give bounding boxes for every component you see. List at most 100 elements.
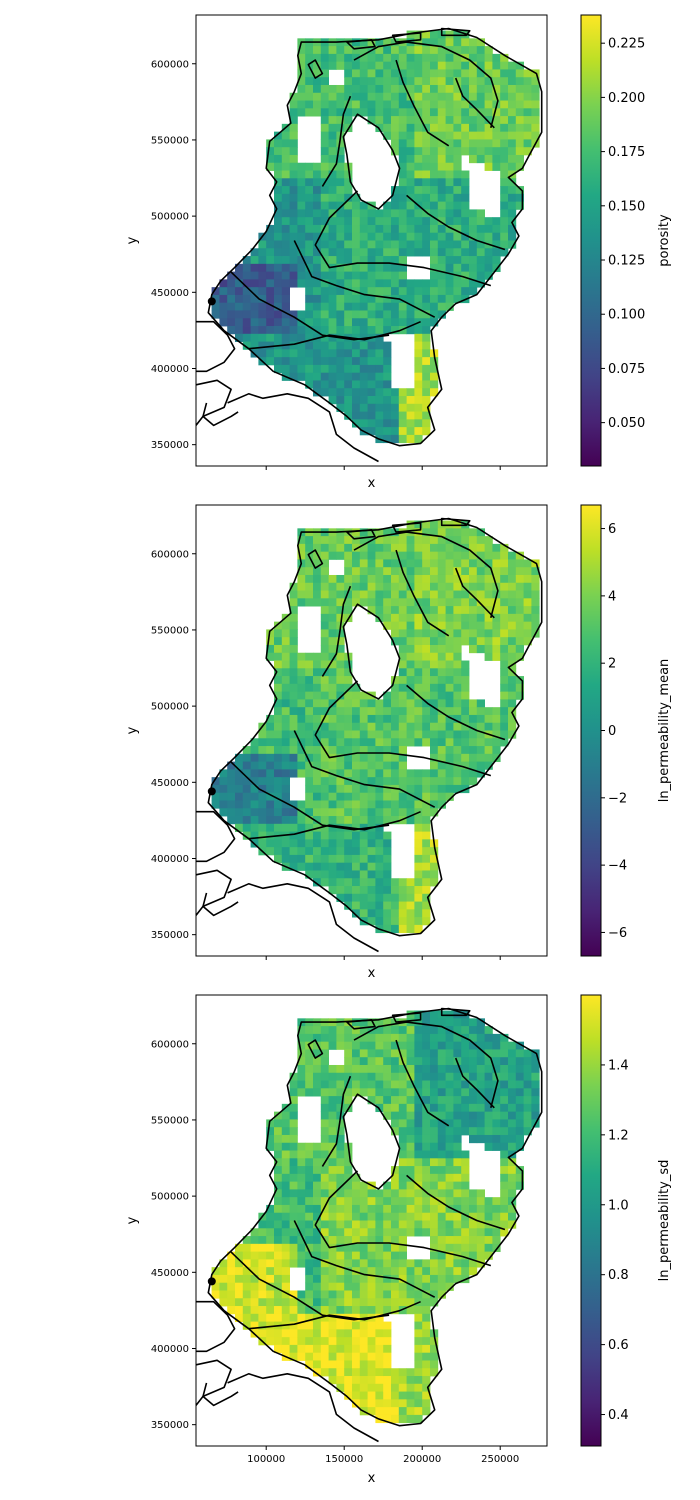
heatmap-cell	[289, 1220, 298, 1229]
heatmap-cell	[297, 598, 306, 607]
heatmap-cell	[305, 256, 314, 265]
heatmap-cell	[437, 730, 446, 739]
heatmap-cell	[398, 1228, 407, 1237]
heatmap-cell	[383, 302, 392, 311]
heatmap-cell	[500, 201, 509, 210]
heatmap-cell	[453, 139, 462, 148]
heatmap-cell	[258, 823, 267, 832]
heatmap-cell	[289, 178, 298, 187]
heatmap-cell	[336, 699, 345, 708]
heatmap-cell	[297, 271, 306, 280]
heatmap-cell	[336, 154, 345, 164]
heatmap-cell	[320, 738, 329, 747]
heatmap-cell	[320, 209, 329, 218]
heatmap-cell	[266, 147, 275, 156]
heatmap-cell	[445, 271, 454, 280]
heatmap-cell	[305, 217, 314, 226]
y-tick-label: 450000	[151, 1268, 189, 1279]
heatmap-cell	[422, 1282, 431, 1291]
heatmap-cell	[235, 1274, 244, 1284]
heatmap-cell	[320, 263, 329, 273]
heatmap-cell	[422, 310, 431, 319]
heatmap-cell	[313, 777, 322, 786]
heatmap-cell	[274, 816, 283, 825]
heatmap-cell	[344, 1391, 353, 1400]
heatmap-cell	[250, 310, 259, 319]
heatmap-cell	[445, 606, 454, 615]
heatmap-cell	[344, 186, 353, 195]
heatmap-cell	[375, 1228, 384, 1237]
heatmap-cell	[430, 1041, 439, 1050]
heatmap-cell	[320, 613, 329, 623]
heatmap-cell	[367, 326, 376, 335]
heatmap-cell	[313, 847, 322, 856]
heatmap-cell	[305, 326, 314, 335]
heatmap-cell	[328, 357, 337, 366]
heatmap-cell	[430, 1127, 439, 1136]
heatmap-cell	[336, 730, 345, 739]
heatmap-cell	[297, 92, 306, 101]
heatmap-cell	[414, 1313, 423, 1322]
heatmap-cell	[375, 769, 384, 778]
heatmap-cell	[352, 271, 361, 280]
heatmap-cell	[453, 730, 462, 739]
heatmap-cell	[406, 1259, 415, 1268]
heatmap-cell	[391, 1368, 400, 1377]
heatmap-cell	[289, 1306, 298, 1315]
heatmap-cell	[383, 108, 392, 117]
heatmap-cell	[375, 606, 384, 615]
heatmap-cell	[430, 660, 439, 669]
boundary-lines	[195, 27, 543, 463]
heatmap-cell	[437, 621, 446, 630]
heatmap-cell	[235, 769, 244, 778]
heatmap-cell	[250, 808, 259, 817]
heatmap-cell	[352, 326, 361, 335]
heatmap-cell	[266, 831, 275, 840]
heatmap-cell	[406, 1072, 415, 1081]
heatmap-cell	[328, 116, 337, 125]
heatmap-cell	[406, 699, 415, 708]
heatmap-cell	[305, 209, 314, 218]
heatmap-cell	[476, 551, 485, 560]
heatmap-cell	[320, 769, 329, 778]
heatmap-cell	[422, 1313, 431, 1322]
neighbor-border	[195, 1359, 232, 1406]
heatmap-cell	[375, 1329, 384, 1338]
heatmap-cell	[320, 567, 329, 576]
heatmap-cell	[375, 333, 384, 342]
heatmap-cell	[422, 1329, 431, 1338]
heatmap-cell	[398, 61, 407, 70]
heatmap-cells	[211, 30, 540, 444]
heatmap-cell	[258, 271, 267, 280]
heatmap-cell	[406, 1274, 415, 1284]
heatmap-cell	[352, 543, 361, 553]
heatmap-cell	[281, 186, 290, 195]
heatmap-cell	[328, 53, 337, 63]
heatmap-cell	[422, 862, 431, 871]
heatmap-cell	[242, 294, 251, 304]
heatmap-cell	[469, 263, 478, 273]
neighbor-border	[196, 1300, 236, 1353]
heatmap-cell	[461, 769, 470, 778]
heatmap-cell	[453, 1088, 462, 1097]
heatmap-cell	[367, 699, 376, 708]
heatmap-cell	[336, 1344, 345, 1354]
heatmap-cell	[320, 232, 329, 241]
heatmap-cell	[437, 217, 446, 226]
heatmap-cell	[391, 761, 400, 770]
heatmap-cell	[383, 279, 392, 288]
heatmap-cell	[235, 302, 244, 311]
heatmap-cell	[437, 707, 446, 716]
heatmap-cell	[484, 559, 493, 568]
heatmap-cell	[461, 1259, 470, 1268]
heatmap-cell	[352, 893, 361, 902]
heatmap-cell	[352, 1383, 361, 1392]
heatmap-cell	[219, 1290, 228, 1299]
colorbar-label: ln_permeability_sd	[657, 1160, 672, 1282]
heatmap-cell	[437, 61, 446, 70]
heatmap-cell	[250, 302, 259, 311]
heatmap-cell	[328, 1080, 337, 1089]
heatmap-cell	[297, 162, 306, 171]
heatmap-cell	[422, 170, 431, 179]
heatmap-cell	[305, 333, 314, 342]
